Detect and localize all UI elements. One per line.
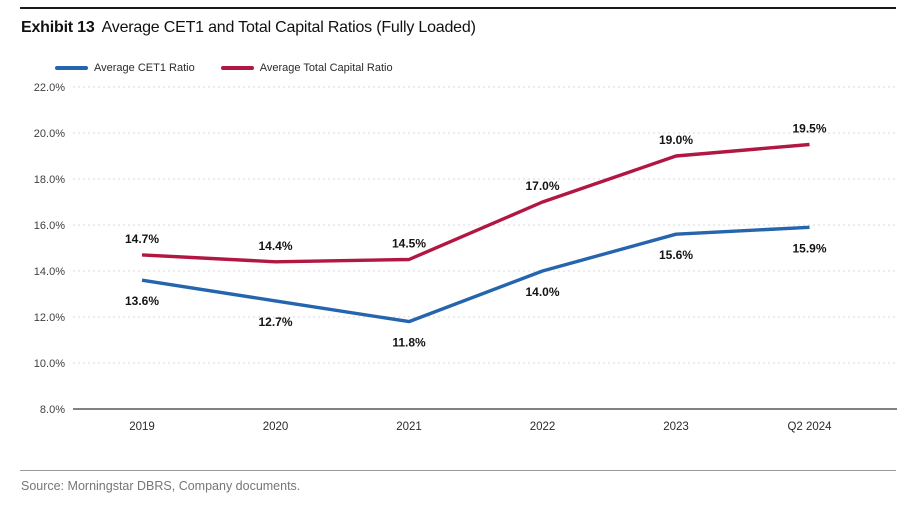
y-tick-label: 8.0%: [40, 404, 65, 416]
exhibit-label: Exhibit 13: [21, 19, 95, 36]
x-tick-label: 2022: [530, 421, 556, 433]
legend: Average CET1 Ratio Average Total Capital…: [55, 62, 393, 74]
legend-swatch-cet1-icon: [55, 66, 88, 70]
legend-label-total-capital: Average Total Capital Ratio: [259, 62, 393, 74]
data-label-average-cet1-ratio: 13.6%: [125, 294, 159, 308]
data-label-average-cet1-ratio: 12.7%: [258, 315, 292, 329]
bottom-rule: [20, 470, 896, 471]
y-tick-label: 10.0%: [34, 358, 65, 370]
top-rule: [20, 7, 896, 9]
x-tick-label: Q2 2024: [787, 421, 832, 433]
data-label-average-total-capital-ratio: 19.5%: [792, 122, 826, 136]
line-chart: 8.0% 10.0% 12.0% 14.0% 16.0% 18.0% 20.0% 22.0% 2…: [34, 82, 897, 433]
data-label-average-total-capital-ratio: 14.5%: [392, 237, 426, 251]
x-tick-label: 2021: [396, 421, 422, 433]
data-label-average-cet1-ratio: 15.9%: [792, 241, 826, 255]
data-label-average-total-capital-ratio: 14.7%: [125, 232, 159, 246]
legend-label-cet1: Average CET1 Ratio: [94, 62, 195, 74]
x-tick-label: 2023: [663, 421, 689, 433]
legend-item-total-capital: Average Total Capital Ratio: [220, 62, 393, 74]
x-tick-label: 2019: [129, 421, 155, 433]
x-tick-label: 2020: [263, 421, 289, 433]
y-tick-label: 12.0%: [34, 312, 65, 324]
chart-header: Exhibit 13 Average CET1 and Total Capital…: [21, 19, 476, 37]
y-tick-label: 14.0%: [34, 266, 65, 278]
data-label-average-total-capital-ratio: 14.4%: [258, 239, 292, 253]
y-tick-label: 22.0%: [34, 82, 65, 94]
data-label-average-cet1-ratio: 14.0%: [525, 285, 559, 299]
y-tick-label: 20.0%: [34, 128, 65, 140]
data-label-average-cet1-ratio: 11.8%: [392, 336, 426, 350]
series-line-average-total-capital-ratio: [141, 142, 810, 264]
legend-swatch-total-capital-icon: [220, 66, 254, 70]
page-title: Average CET1 and Total Capital Ratios (F…: [101, 19, 476, 36]
data-label-average-total-capital-ratio: 17.0%: [525, 179, 559, 193]
y-tick-label: 18.0%: [34, 174, 65, 186]
y-tick-label: 16.0%: [34, 220, 65, 232]
data-label-average-total-capital-ratio: 19.0%: [659, 133, 693, 147]
source-note: Source: Morningstar DBRS, Company docume…: [21, 479, 301, 493]
legend-item-cet1: Average CET1 Ratio: [55, 62, 195, 74]
series-line-average-cet1-ratio: [141, 225, 810, 324]
data-label-average-cet1-ratio: 15.6%: [659, 248, 693, 262]
